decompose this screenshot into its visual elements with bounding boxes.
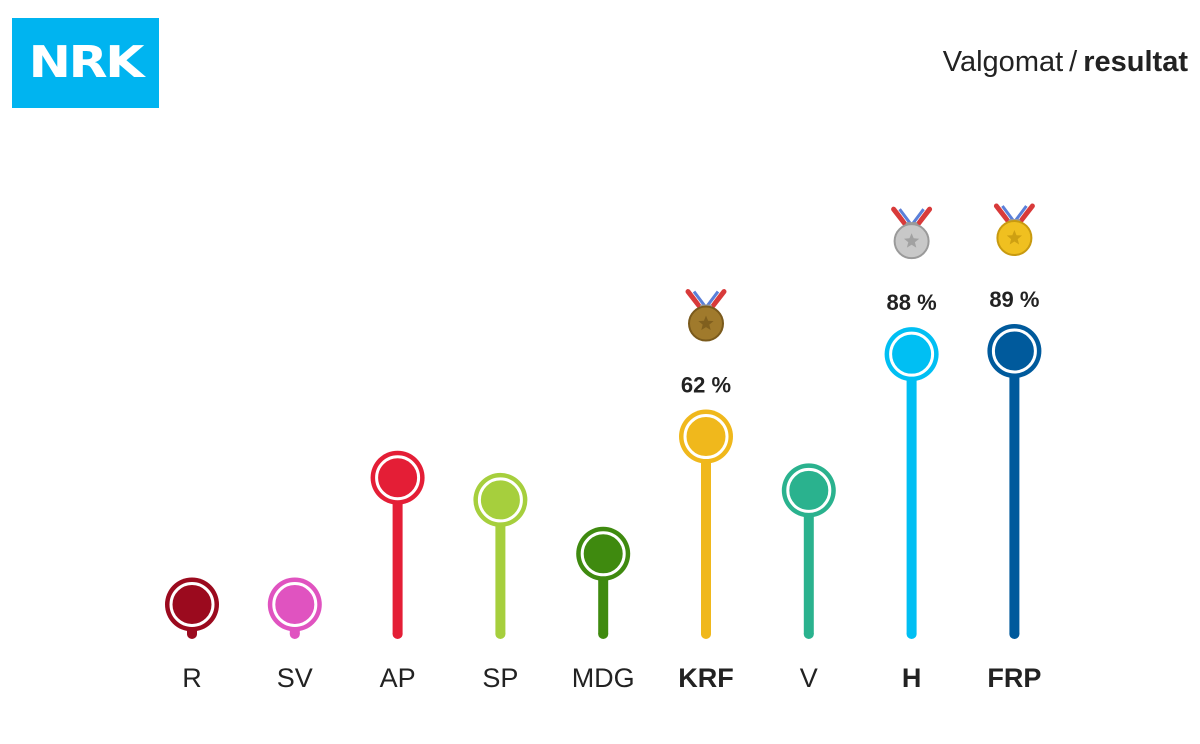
bar-group-ap[interactable]: AP — [370, 450, 425, 693]
title-separator: / — [1069, 46, 1078, 78]
nrk-logo[interactable]: NRK — [12, 18, 159, 108]
data-label: 62 % — [681, 372, 731, 397]
bar-head-ring — [683, 414, 729, 460]
logo-text: NRK — [28, 37, 145, 88]
bar-head[interactable] — [165, 577, 219, 632]
title-prefix: Valgomat — [942, 46, 1064, 78]
bar-head[interactable] — [987, 324, 1042, 378]
bar-group-frp[interactable]: FRP 89 % — [987, 203, 1042, 693]
category-label: FRP — [987, 663, 1041, 693]
category-label: SP — [482, 663, 518, 693]
bar-head-ring — [375, 455, 421, 501]
bar-group-mdg[interactable]: MDG — [572, 526, 635, 693]
bar-head[interactable] — [884, 327, 939, 382]
baseline-dot — [289, 629, 300, 639]
data-label: 89 % — [989, 287, 1039, 312]
medal-star — [1006, 230, 1022, 245]
bar-group-v[interactable]: V — [781, 463, 836, 693]
bar-head-ring — [991, 328, 1037, 374]
category-label: R — [182, 663, 202, 693]
medal-ribbon — [707, 289, 727, 313]
baseline-dot — [906, 629, 917, 639]
bar-head-ring — [580, 531, 626, 577]
bar-group-h[interactable]: H 88 % — [884, 206, 939, 693]
bar-head[interactable] — [679, 409, 733, 464]
bar-head[interactable] — [370, 450, 425, 505]
baseline-dot — [495, 629, 506, 639]
baseline-dot — [598, 629, 609, 639]
medal-ribbon — [913, 206, 933, 230]
medal-star — [904, 233, 920, 248]
title-emphasis: resultat — [1083, 46, 1188, 78]
bar-head-ring — [889, 331, 935, 377]
category-label: V — [800, 663, 818, 693]
bar-group-krf[interactable]: KRF 62 % — [678, 289, 734, 694]
bar-group-sv[interactable]: SV — [267, 577, 322, 693]
bar-head[interactable] — [781, 463, 836, 518]
baseline-dot — [187, 629, 197, 639]
medal-ribbon — [891, 206, 911, 230]
category-label: SV — [277, 663, 313, 693]
medal-ribbon — [1015, 203, 1035, 227]
bar-head-ring — [169, 581, 215, 627]
medal-star — [698, 315, 714, 330]
page-title: Valgomat / resultat — [943, 46, 1188, 79]
bar-head-ring — [477, 477, 523, 523]
category-label: H — [902, 663, 922, 693]
medal-ribbon — [993, 203, 1013, 227]
data-label: 88 % — [887, 290, 937, 315]
silver-medal-icon — [891, 206, 933, 260]
baseline-dot — [803, 629, 814, 639]
baseline-dot — [701, 629, 711, 639]
bar-head-ring — [272, 581, 318, 627]
baseline-dot — [392, 629, 403, 639]
category-label: MDG — [572, 663, 635, 693]
category-label: AP — [380, 663, 416, 693]
medal-ribbon — [685, 289, 705, 313]
bar-head[interactable] — [473, 472, 528, 527]
bronze-medal-icon — [685, 289, 727, 342]
bar-head-ring — [786, 467, 832, 513]
category-label: KRF — [678, 663, 734, 693]
bar-head[interactable] — [576, 526, 631, 581]
baseline-dot — [1009, 629, 1020, 639]
bar-group-sp[interactable]: SP — [473, 472, 528, 693]
bar-group-r[interactable]: R — [165, 577, 219, 693]
bar-head[interactable] — [267, 577, 322, 632]
gold-medal-icon — [993, 203, 1035, 256]
